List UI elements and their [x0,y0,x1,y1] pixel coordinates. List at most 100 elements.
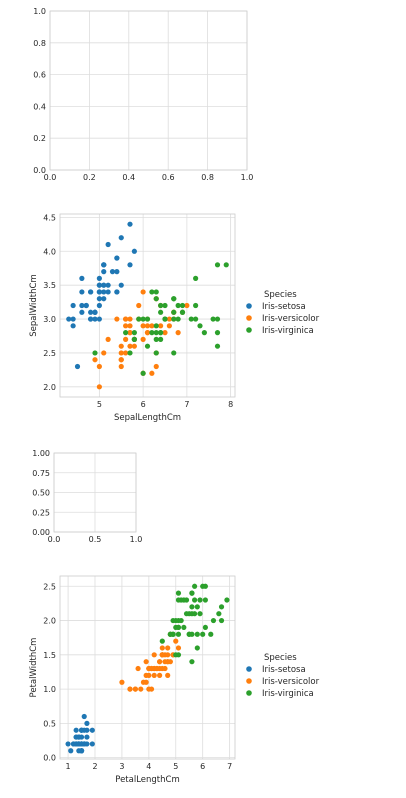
data-point [140,323,146,329]
data-point [78,748,85,754]
chart-3: 0.0 0.5 1.0 0.00 0.25 0.50 0.75 1.00 [32,449,142,544]
data-point [202,624,208,631]
y-tick-label: 1.00 [32,449,50,458]
data-point [92,309,98,315]
data-point [127,262,133,268]
data-point [189,604,195,610]
legend-item: Iris-virginica [262,689,314,699]
data-point [131,336,137,342]
y-tick-label: 1.5 [43,651,56,660]
data-point [178,617,184,624]
data-point [153,323,159,329]
data-point [96,302,102,309]
data-point [118,357,124,363]
data-point [214,316,221,322]
data-point [189,590,195,596]
data-point [175,316,181,322]
data-point [109,269,116,275]
data-point [171,296,177,302]
data-point [153,289,159,295]
legend-item: Iris-versicolor [262,677,320,687]
y-tick-label: 0.2 [33,134,46,143]
data-point [96,316,102,322]
data-point [96,275,102,281]
data-point [73,727,79,733]
data-point [68,748,74,754]
data-point [105,241,111,248]
data-point [175,645,182,651]
data-point [144,316,151,322]
legend-marker [246,303,252,309]
y-tick-label: 0.25 [32,508,50,517]
data-point [175,590,182,596]
data-point [158,330,164,336]
legend-title: Species [264,290,297,300]
data-point [96,289,102,295]
data-point [179,309,186,315]
data-point [101,282,107,288]
data-point [123,336,129,342]
y-axis-label: SepalWidthCm [29,274,39,337]
data-point [173,624,179,631]
data-point [101,296,107,302]
data-point [118,363,124,370]
data-point [162,659,168,665]
data-point [194,604,200,610]
data-point [146,672,152,678]
y-tick-label: 0.5 [43,719,56,728]
x-tick-label: 5 [173,762,178,771]
data-point [153,336,159,342]
data-point [167,659,173,665]
data-point [136,302,142,309]
data-point [105,336,111,342]
data-point [114,316,120,322]
data-point [138,686,144,692]
x-tick-label: 2 [92,762,97,771]
data-point [127,221,133,227]
data-point [171,350,177,356]
data-point [175,330,181,336]
x-tick-label: 6 [141,400,146,409]
data-point [193,302,199,309]
data-point [201,330,207,336]
data-point [119,679,125,685]
series-iris-virginica [92,262,229,376]
legend-marker [246,315,252,321]
data-point [165,672,171,678]
data-point [79,309,85,315]
data-point [123,350,129,356]
data-point [170,617,176,624]
y-tick-label: 0.6 [33,71,46,80]
y-tick-label: 0.75 [32,469,50,478]
data-point [210,316,216,322]
y-axis-label: PetalWidthCm [29,638,39,698]
y-tick-label: 0.4 [33,102,46,111]
y-tick-label: 1.0 [43,685,56,694]
data-point [92,316,98,322]
data-point [127,686,133,692]
data-point [193,316,199,322]
data-point [224,597,230,603]
data-point [101,289,107,295]
data-point [105,282,111,288]
x-tick-label: 3 [119,762,124,771]
series-iris-setosa [66,221,137,370]
data-point [162,665,168,672]
data-point [200,631,206,637]
data-point [88,289,94,295]
y-tick-label: 4.5 [43,213,56,222]
data-point [140,316,146,322]
data-point [144,330,151,336]
y-tick-label: 1.0 [33,7,46,16]
x-tick-label: 1.0 [130,535,143,544]
data-point [127,330,133,336]
data-point [81,713,87,720]
data-point [157,672,163,678]
x-axis-label: PetalLengthCm [115,775,180,785]
legend-item: Iris-setosa [262,302,306,312]
data-point [83,302,89,309]
data-point [157,659,163,665]
data-point [192,597,198,603]
data-point [140,289,146,295]
data-point [143,659,149,665]
